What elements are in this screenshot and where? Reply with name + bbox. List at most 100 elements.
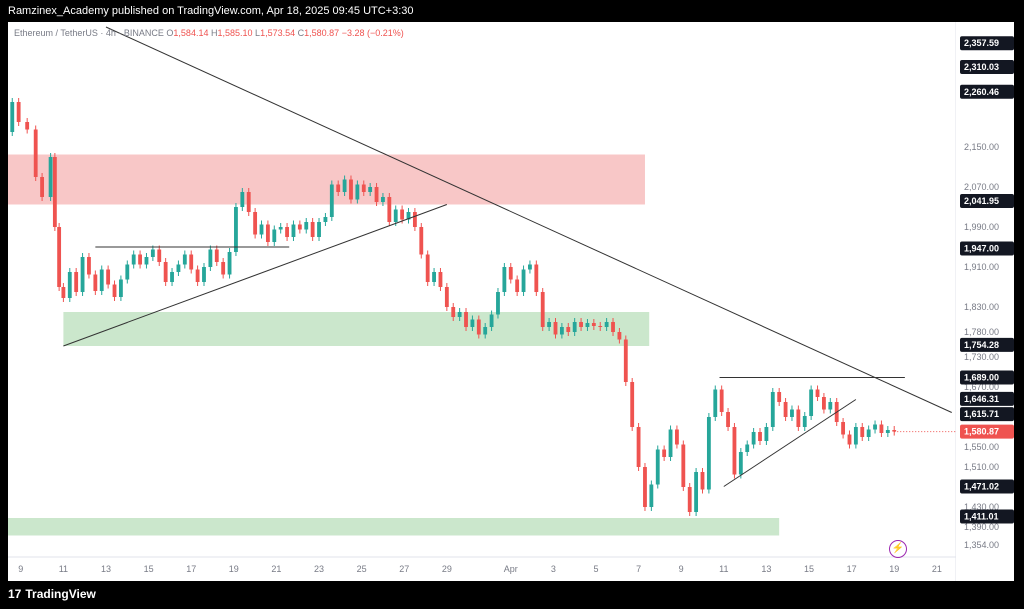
candle-body [559,327,564,335]
price-chart[interactable]: 2,150.00 2,070.00 1,990.00 1,910.00 1,830.00… [8,22,1014,581]
price-badge [960,370,1014,385]
candle-body [144,257,149,265]
price-tick-label: 1,910.00 [964,262,999,272]
candle-body [227,252,232,275]
price-badge-label: 1,471.02 [964,481,999,491]
time-tick-label: 9 [18,564,23,574]
candle-body [579,322,583,327]
time-tick-label: 21 [932,564,942,574]
low-value: 1,573.54 [260,28,296,38]
candle-body [336,184,341,192]
candle-body [16,102,21,122]
time-tick-label: 15 [804,564,814,574]
candles-layer [10,98,897,516]
price-tick-label: 1,430.00 [964,502,999,512]
candle-body [847,434,852,445]
candle-body [57,227,62,287]
price-badge-label: 2,357.59 [964,38,999,48]
price-tick-label: 1,390.00 [964,522,999,532]
candle-body [515,279,520,292]
candle-body [387,197,392,222]
trendline [723,399,857,487]
time-tick-label: 11 [59,564,68,574]
candle-body [547,322,552,327]
price-badge-label: 1,947.00 [964,244,999,254]
candle-body [591,323,596,326]
candle-body [489,314,494,327]
price-tick-label: 1,780.00 [964,327,999,337]
price-badge-label: 2,310.03 [964,62,999,72]
candle-body [687,487,692,512]
candle-body [291,224,296,237]
candle-body [572,322,577,332]
tradingview-logo[interactable]: 17 TradingView [8,587,96,601]
candle-body [464,312,468,327]
tv-logo-icon: 17 [8,587,22,601]
candle-body [285,227,289,237]
time-tick-label: 19 [889,564,899,574]
candle-body [764,427,769,441]
candle-body [61,287,66,298]
candle-body [643,467,647,507]
publisher-header: Ramzinex_Academy published on TradingVie… [0,0,1024,22]
time-tick-label: 29 [442,564,452,574]
candle-body [265,224,270,242]
time-tick-label: 27 [399,564,409,574]
candle-body [719,389,724,412]
candle-body [106,269,111,285]
candle-body [329,184,334,217]
price-badge-label: 2,041.95 [964,196,999,206]
candle-body [234,207,238,252]
candle-body [777,392,782,402]
candle-body [138,254,142,265]
candle-body [694,472,699,512]
candle-body [310,222,315,237]
candle-body [828,402,833,410]
low-label: L [255,28,261,38]
time-tick-label: 13 [761,564,771,574]
candle-body [476,319,481,335]
candle-body [118,279,123,297]
candle-body [566,327,571,332]
candle-body [368,187,373,192]
candle-body [202,267,206,282]
candle-body [508,267,513,280]
candle-body [52,157,57,227]
open-value: 1,584.14 [173,28,209,38]
candle-body [885,430,890,433]
candle-body [170,272,174,282]
price-badge-label: 1,646.31 [964,394,999,404]
zones-layer [8,154,780,536]
chart-pane[interactable]: 2,150.00 2,070.00 1,990.00 1,910.00 1,830.00… [8,22,1014,581]
candle-body [317,222,321,237]
time-tick-label: 17 [847,564,857,574]
candle-body [438,272,443,287]
candle-body [125,264,130,280]
price-badge [960,337,1014,352]
candle-body [815,389,820,397]
price-badge [960,194,1014,209]
candle-body [419,227,424,255]
candle-body [521,269,526,292]
price-tick-label: 2,150.00 [964,142,999,152]
price-badge-label: 1,754.28 [964,340,999,350]
candle-body [131,254,136,265]
candle-body [873,424,877,430]
candle-body [182,254,187,265]
trendlines-layer [63,26,956,487]
price-tick-label: 2,070.00 [964,182,999,192]
candle-body [732,427,737,475]
price-badge [960,36,1014,51]
lightning-icon[interactable]: ⚡ [889,540,907,558]
candle-body [297,224,302,230]
candle-body [400,209,405,220]
candle-body [502,267,507,292]
candle-body [342,179,347,192]
candle-body [860,427,865,437]
candle-body [259,224,264,235]
candle-body [540,292,545,327]
candle-body [585,323,590,327]
candle-body [208,249,213,267]
price-badge [960,391,1014,406]
